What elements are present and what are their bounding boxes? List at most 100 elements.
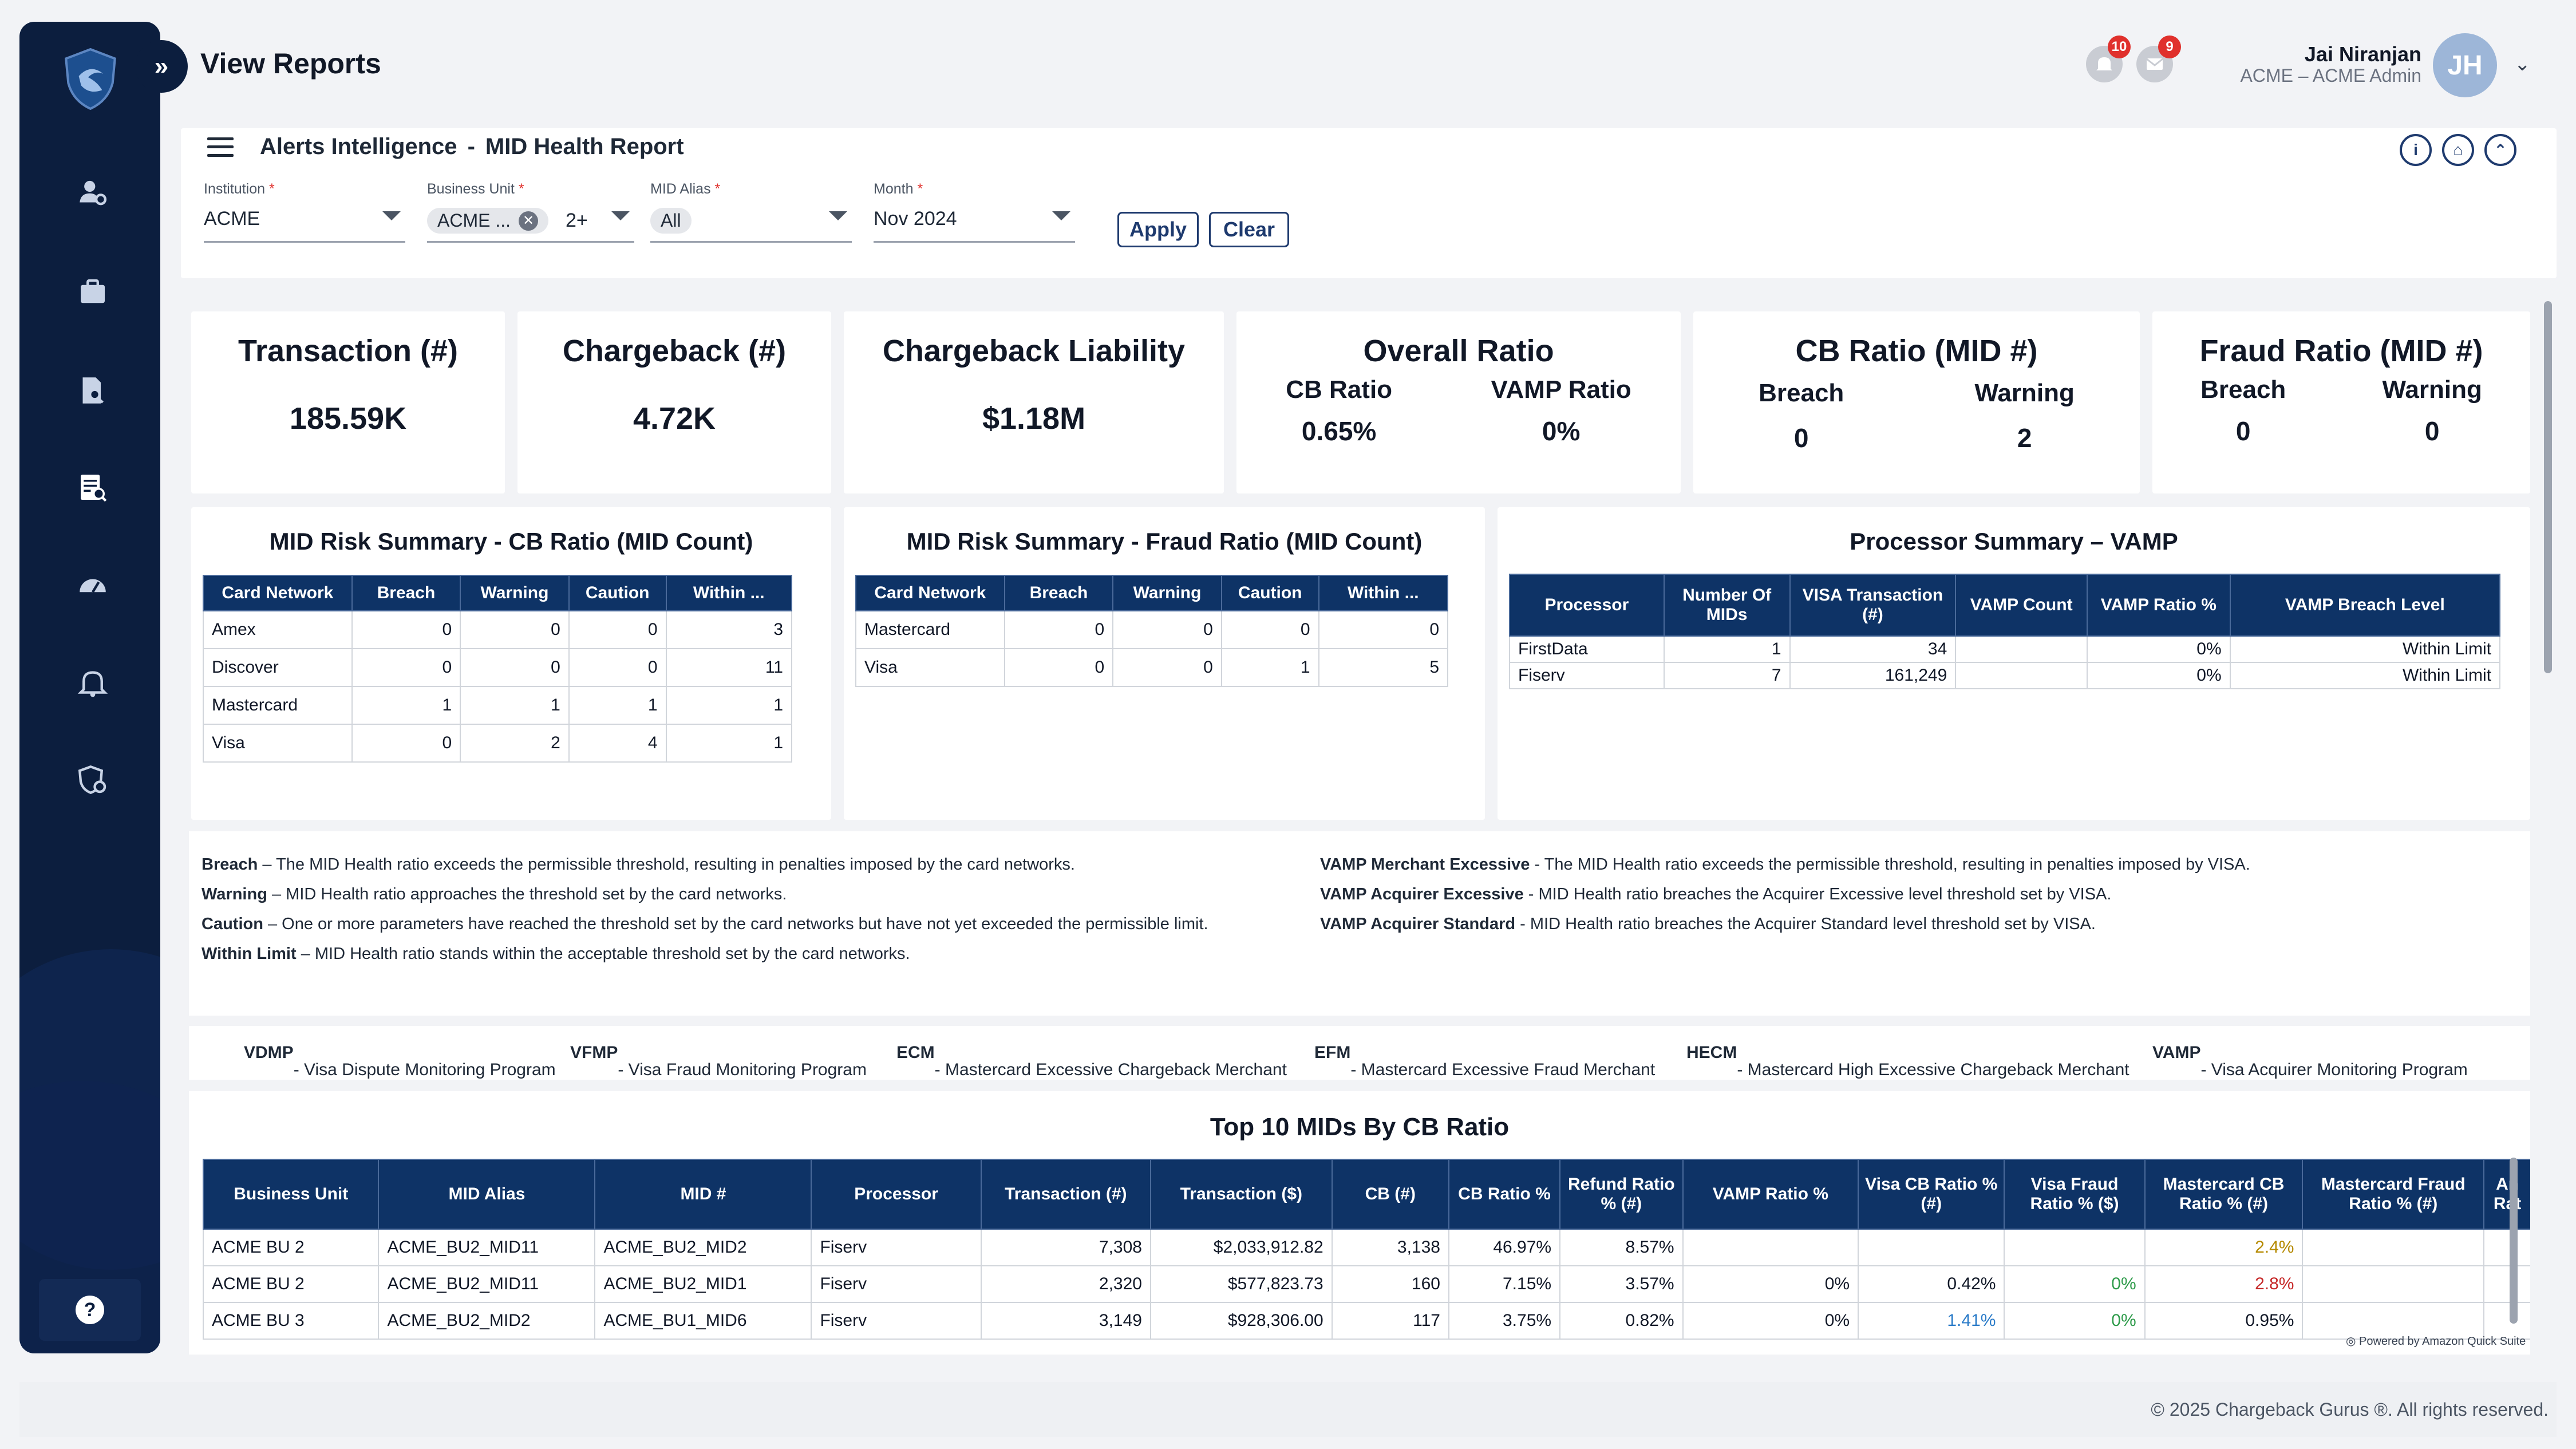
filter-panel: Alerts Intelligence - MID Health Report … bbox=[181, 128, 2557, 278]
column-header[interactable]: Transaction (#) bbox=[980, 1159, 1151, 1230]
table-cell: 0 bbox=[1112, 648, 1222, 687]
column-header[interactable]: Card Network bbox=[203, 575, 353, 611]
document-search-icon[interactable] bbox=[77, 374, 109, 406]
briefcase-icon[interactable] bbox=[77, 276, 109, 308]
table-cell: 1 bbox=[665, 724, 793, 763]
column-header[interactable]: Caution bbox=[1220, 575, 1319, 611]
quick-suite-icon: ◎ bbox=[2346, 1335, 2356, 1348]
gauge-icon[interactable] bbox=[77, 569, 109, 601]
reports-icon[interactable] bbox=[77, 472, 109, 504]
month-label: Month bbox=[874, 181, 914, 197]
column-header[interactable]: Processor bbox=[1509, 574, 1665, 637]
table-cell: 0 bbox=[568, 610, 667, 649]
table-cell: 2,320 bbox=[980, 1265, 1151, 1303]
breadcrumb: Alerts Intelligence - MID Health Report bbox=[207, 134, 684, 160]
column-header[interactable]: Visa CB Ratio % (#) bbox=[1858, 1159, 2005, 1230]
table-cell[interactable]: Discover bbox=[203, 648, 353, 687]
column-header[interactable]: Within ... bbox=[1318, 575, 1449, 611]
table-row: Visa 0 0 1 5 bbox=[855, 648, 1449, 687]
clear-button[interactable]: Clear bbox=[1209, 212, 1289, 247]
breadcrumb-section[interactable]: Alerts Intelligence bbox=[260, 134, 457, 159]
user-settings-icon[interactable] bbox=[77, 176, 109, 208]
menu-icon[interactable] bbox=[207, 137, 234, 157]
kpi-cb-ratio-value: 0.65% bbox=[1301, 416, 1377, 446]
table-cell[interactable]: ACME BU 2 bbox=[202, 1229, 380, 1266]
column-header[interactable]: Card Network bbox=[855, 575, 1005, 611]
column-header[interactable]: CB (#) bbox=[1331, 1159, 1449, 1230]
bell-icon[interactable] bbox=[77, 666, 109, 698]
column-header[interactable]: Visa Fraud Ratio % ($) bbox=[2004, 1159, 2146, 1230]
column-header[interactable]: Breach bbox=[351, 575, 461, 611]
table-cell: 0% bbox=[2004, 1265, 2146, 1303]
column-header[interactable]: Processor bbox=[811, 1159, 982, 1230]
top10-scrollbar[interactable] bbox=[2510, 1158, 2518, 1324]
remove-chip-icon[interactable]: ✕ bbox=[519, 211, 539, 231]
column-header[interactable]: CB Ratio % bbox=[1448, 1159, 1561, 1230]
messages-button[interactable]: 9 bbox=[2136, 35, 2181, 82]
chevron-down-icon[interactable]: ⌄ bbox=[2514, 53, 2531, 75]
kpi-fraud-breach-value: 0 bbox=[2235, 416, 2251, 446]
table-cell[interactable]: ACME BU 2 bbox=[202, 1265, 380, 1303]
table-cell bbox=[2483, 1229, 2530, 1266]
table-cell: ACME_BU2_MID11 bbox=[378, 1229, 596, 1266]
column-header[interactable]: Warning bbox=[1112, 575, 1222, 611]
table-cell: 0 bbox=[460, 648, 570, 687]
collapse-up-icon[interactable]: ⌃ bbox=[2484, 134, 2516, 166]
table-cell[interactable]: Amex bbox=[203, 610, 353, 649]
avatar[interactable]: JH bbox=[2433, 33, 2497, 97]
column-header[interactable]: Warning bbox=[460, 575, 570, 611]
table-cell bbox=[1955, 635, 2088, 663]
column-header[interactable]: MID Alias bbox=[378, 1159, 596, 1230]
table-row: ACME BU 2 ACME_BU2_MID11 ACME_BU2_MID1 Fise… bbox=[202, 1265, 2530, 1303]
kpi-fraud-warning-value: 0 bbox=[2424, 416, 2440, 446]
shield-logo-icon[interactable] bbox=[61, 47, 120, 111]
month-value: Nov 2024 bbox=[874, 208, 957, 230]
business-unit-select[interactable]: Business Unit * ACME ... ✕ 2+ bbox=[427, 181, 634, 243]
apply-button[interactable]: Apply bbox=[1117, 212, 1199, 247]
mid-alias-select[interactable]: MID Alias * All bbox=[650, 181, 852, 243]
column-header[interactable]: VAMP Ratio % bbox=[2087, 574, 2231, 637]
column-header[interactable]: VISA Transaction (#) bbox=[1789, 574, 1957, 637]
column-header[interactable]: Number Of MIDs bbox=[1663, 574, 1791, 637]
column-header[interactable]: VAMP Ratio % bbox=[1682, 1159, 1859, 1230]
month-select[interactable]: Month * Nov 2024 bbox=[874, 181, 1075, 243]
table-cell[interactable]: Visa bbox=[203, 724, 353, 763]
info-icon[interactable]: i bbox=[2400, 134, 2432, 166]
column-header[interactable]: Mastercard CB Ratio % (#) bbox=[2144, 1159, 2304, 1230]
table-cell[interactable]: ACME BU 3 bbox=[202, 1302, 380, 1340]
vamp-processor-summary-table: Processor Number Of MIDs VISA Transaction … bbox=[1509, 574, 2501, 689]
column-header[interactable]: Business Unit bbox=[202, 1159, 380, 1230]
table-cell: ACME_BU2_MID2 bbox=[378, 1302, 596, 1340]
column-header[interactable]: Refund Ratio % (#) bbox=[1559, 1159, 1684, 1230]
column-header[interactable]: Mastercard Fraud Ratio % (#) bbox=[2302, 1159, 2485, 1230]
definition-line: Caution – One or more parameters have re… bbox=[202, 915, 1208, 933]
table-cell[interactable]: Mastercard bbox=[203, 686, 353, 725]
column-header[interactable]: Caution bbox=[568, 575, 667, 611]
shield-settings-icon[interactable] bbox=[77, 764, 109, 796]
column-header[interactable]: VAMP Count bbox=[1955, 574, 2088, 637]
page-scrollbar[interactable] bbox=[2544, 301, 2552, 673]
table-cell: 7,308 bbox=[980, 1229, 1151, 1266]
notifications-button[interactable]: 10 bbox=[2086, 35, 2131, 82]
help-button[interactable]: ? bbox=[39, 1279, 141, 1341]
column-header[interactable]: An Rat bbox=[2483, 1159, 2530, 1230]
expand-sidebar-button[interactable]: » bbox=[135, 40, 188, 93]
table-cell: 1 bbox=[460, 686, 570, 725]
table-row: FirstData 1 34 0% Within Limit bbox=[1509, 635, 2501, 663]
home-icon[interactable]: ⌂ bbox=[2442, 134, 2474, 166]
column-header[interactable]: Within ... bbox=[665, 575, 793, 611]
table-cell: 2 bbox=[460, 724, 570, 763]
column-header[interactable]: Breach bbox=[1003, 575, 1114, 611]
column-header[interactable]: VAMP Breach Level bbox=[2229, 574, 2501, 637]
column-header[interactable]: MID # bbox=[594, 1159, 812, 1230]
table-cell: 0% bbox=[2004, 1302, 2146, 1340]
table-cell[interactable]: Mastercard bbox=[855, 610, 1005, 649]
table-row: Mastercard 0 0 0 0 bbox=[855, 610, 1449, 649]
kpi-transaction-value: 185.59K bbox=[289, 401, 407, 436]
column-header[interactable]: Transaction ($) bbox=[1149, 1159, 1333, 1230]
table-cell: ACME_BU2_MID1 bbox=[594, 1265, 812, 1303]
institution-select[interactable]: Institution * ACME bbox=[204, 181, 405, 243]
table-cell: 0.95% bbox=[2144, 1302, 2304, 1340]
table-cell[interactable]: Visa bbox=[855, 648, 1005, 687]
help-icon: ? bbox=[76, 1296, 104, 1324]
